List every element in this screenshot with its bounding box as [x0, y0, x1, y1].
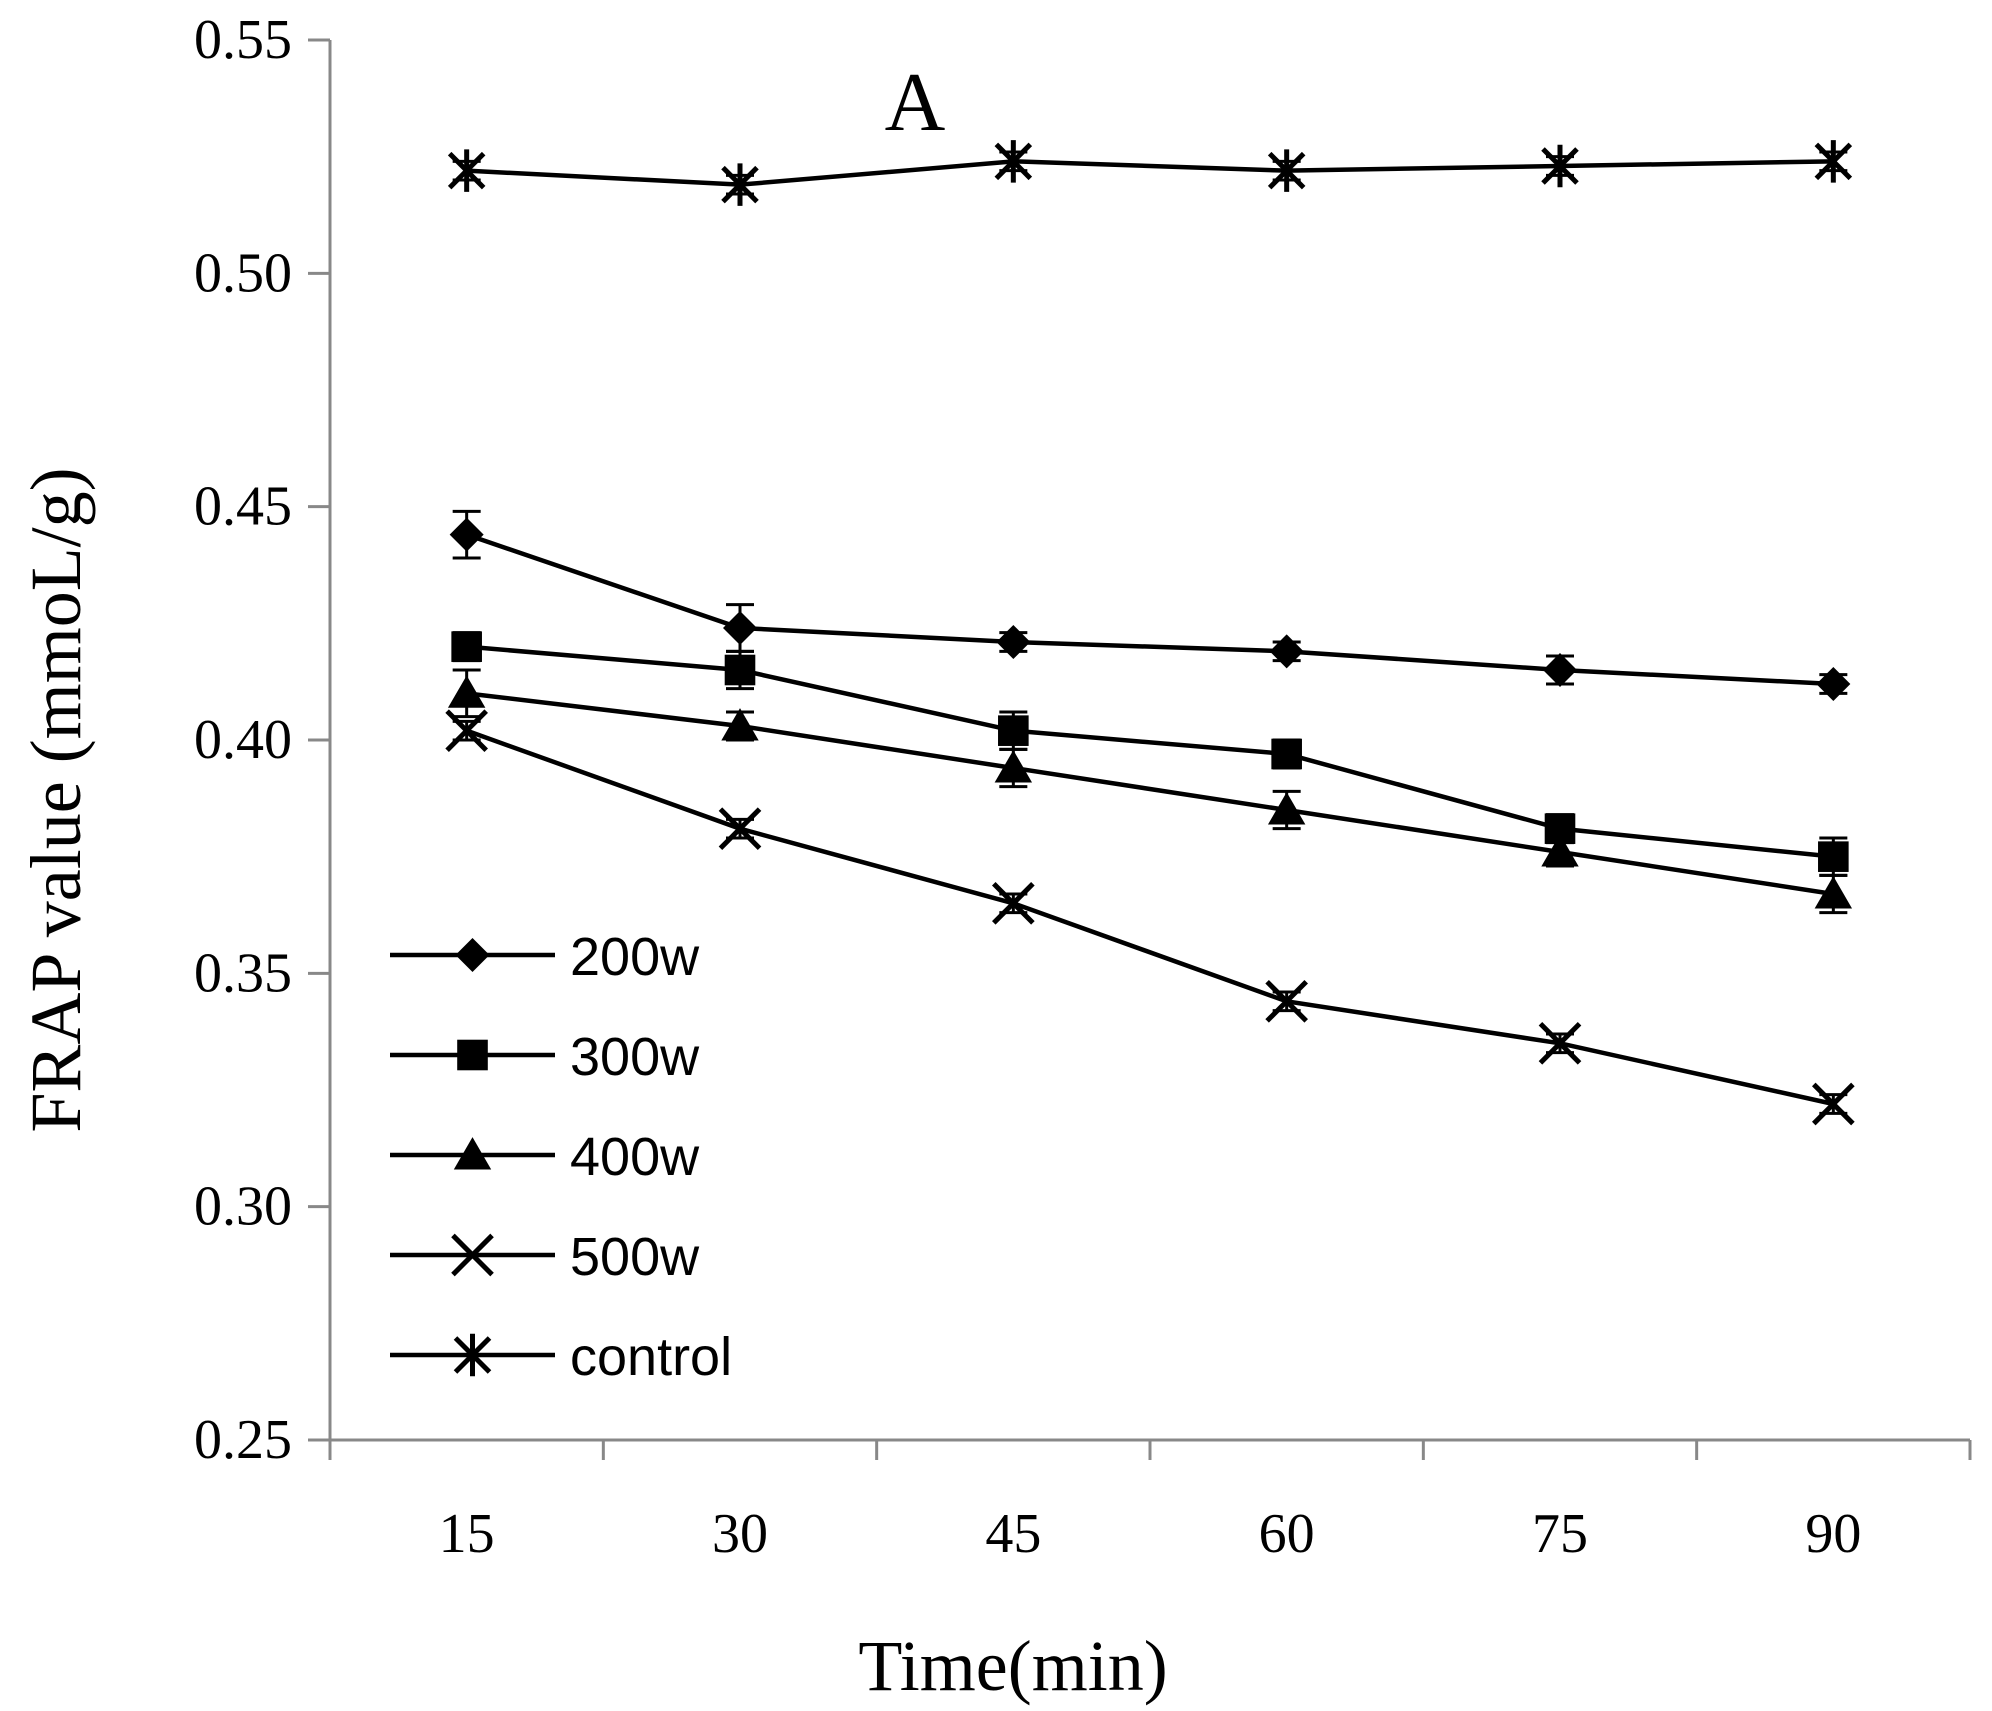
series-group [445, 140, 1855, 1126]
data-point [449, 517, 484, 552]
legend-label: 500w [570, 1227, 700, 1287]
data-point [994, 750, 1033, 783]
data-point [996, 625, 1031, 659]
data-point [721, 708, 759, 741]
legend-label: 400w [570, 1127, 700, 1187]
data-point [1812, 1082, 1855, 1126]
legend-item-200w: 200w [390, 927, 700, 987]
data-point [1541, 834, 1579, 867]
data-point [718, 807, 762, 850]
data-point [1265, 980, 1308, 1023]
series-line [466, 644, 1834, 859]
y-tick-label: 0.30 [194, 1176, 292, 1238]
data-point [1271, 738, 1302, 770]
legend-label: control [570, 1327, 732, 1387]
data-point [1543, 653, 1577, 687]
x-tick-label: 75 [1532, 1503, 1588, 1565]
y-axis-title: FRAP value (mmoL/g) [16, 467, 96, 1132]
x-axis-title: Time(min) [858, 1626, 1167, 1706]
data-point [998, 715, 1029, 746]
marker-diamond [455, 938, 490, 972]
series-500w [445, 709, 1855, 1126]
legend: 200w 300w 400w 500w control [390, 927, 732, 1387]
panel-label: A [885, 56, 946, 149]
y-tick-label: 0.45 [194, 476, 292, 538]
data-point [445, 709, 488, 752]
x-tick-label: 15 [439, 1503, 495, 1565]
y-tick-label: 0.50 [194, 242, 292, 304]
x-tick-label: 45 [985, 1503, 1041, 1565]
legend-item-400w: 400w [390, 1127, 700, 1187]
data-point [1814, 140, 1853, 183]
marker-square [457, 1039, 488, 1071]
data-point [447, 675, 486, 708]
data-point [724, 654, 756, 686]
data-point [1538, 1022, 1582, 1065]
y-tick-label: 0.25 [194, 1409, 292, 1471]
data-point [1269, 634, 1304, 669]
legend-label: 300w [570, 1027, 700, 1087]
series-control [447, 140, 1853, 206]
y-tick-label: 0.35 [194, 942, 292, 1004]
series-line [465, 532, 1834, 687]
data-point [1267, 149, 1306, 192]
data-point [994, 140, 1033, 183]
data-point [1818, 841, 1849, 872]
marker-triangle [453, 1137, 492, 1170]
data-point [447, 149, 486, 192]
marker-asterisk [453, 1333, 492, 1377]
data-point [1814, 876, 1853, 909]
legend-label: 200w [570, 927, 700, 987]
legend-item-500w: 500w [390, 1227, 700, 1287]
y-tick-label: 0.40 [194, 709, 292, 771]
x-tick-label: 30 [712, 1503, 768, 1565]
series-line [465, 728, 1834, 1107]
legend-item-control: control [390, 1327, 732, 1387]
x-tick-label: 60 [1259, 1503, 1315, 1565]
data-point [992, 882, 1035, 925]
x-tick-label: 90 [1805, 1503, 1861, 1565]
marker-x [451, 1233, 494, 1277]
data-point [1816, 667, 1851, 701]
axes: 0.25 0.30 0.35 0.40 0.45 0.50 0.55 15 30 45 60 75 90 [194, 9, 1972, 1565]
data-point [723, 611, 757, 645]
series-line [466, 691, 1834, 897]
series-400w [447, 668, 1853, 915]
data-point [1267, 792, 1306, 825]
data-point [1541, 144, 1579, 188]
series-line [466, 159, 1834, 187]
legend-item-300w: 300w [390, 1027, 700, 1087]
data-point [451, 631, 482, 662]
series-300w [451, 631, 1849, 877]
data-point [721, 163, 759, 206]
y-tick-label: 0.55 [194, 9, 292, 71]
series-200w [449, 509, 1851, 701]
